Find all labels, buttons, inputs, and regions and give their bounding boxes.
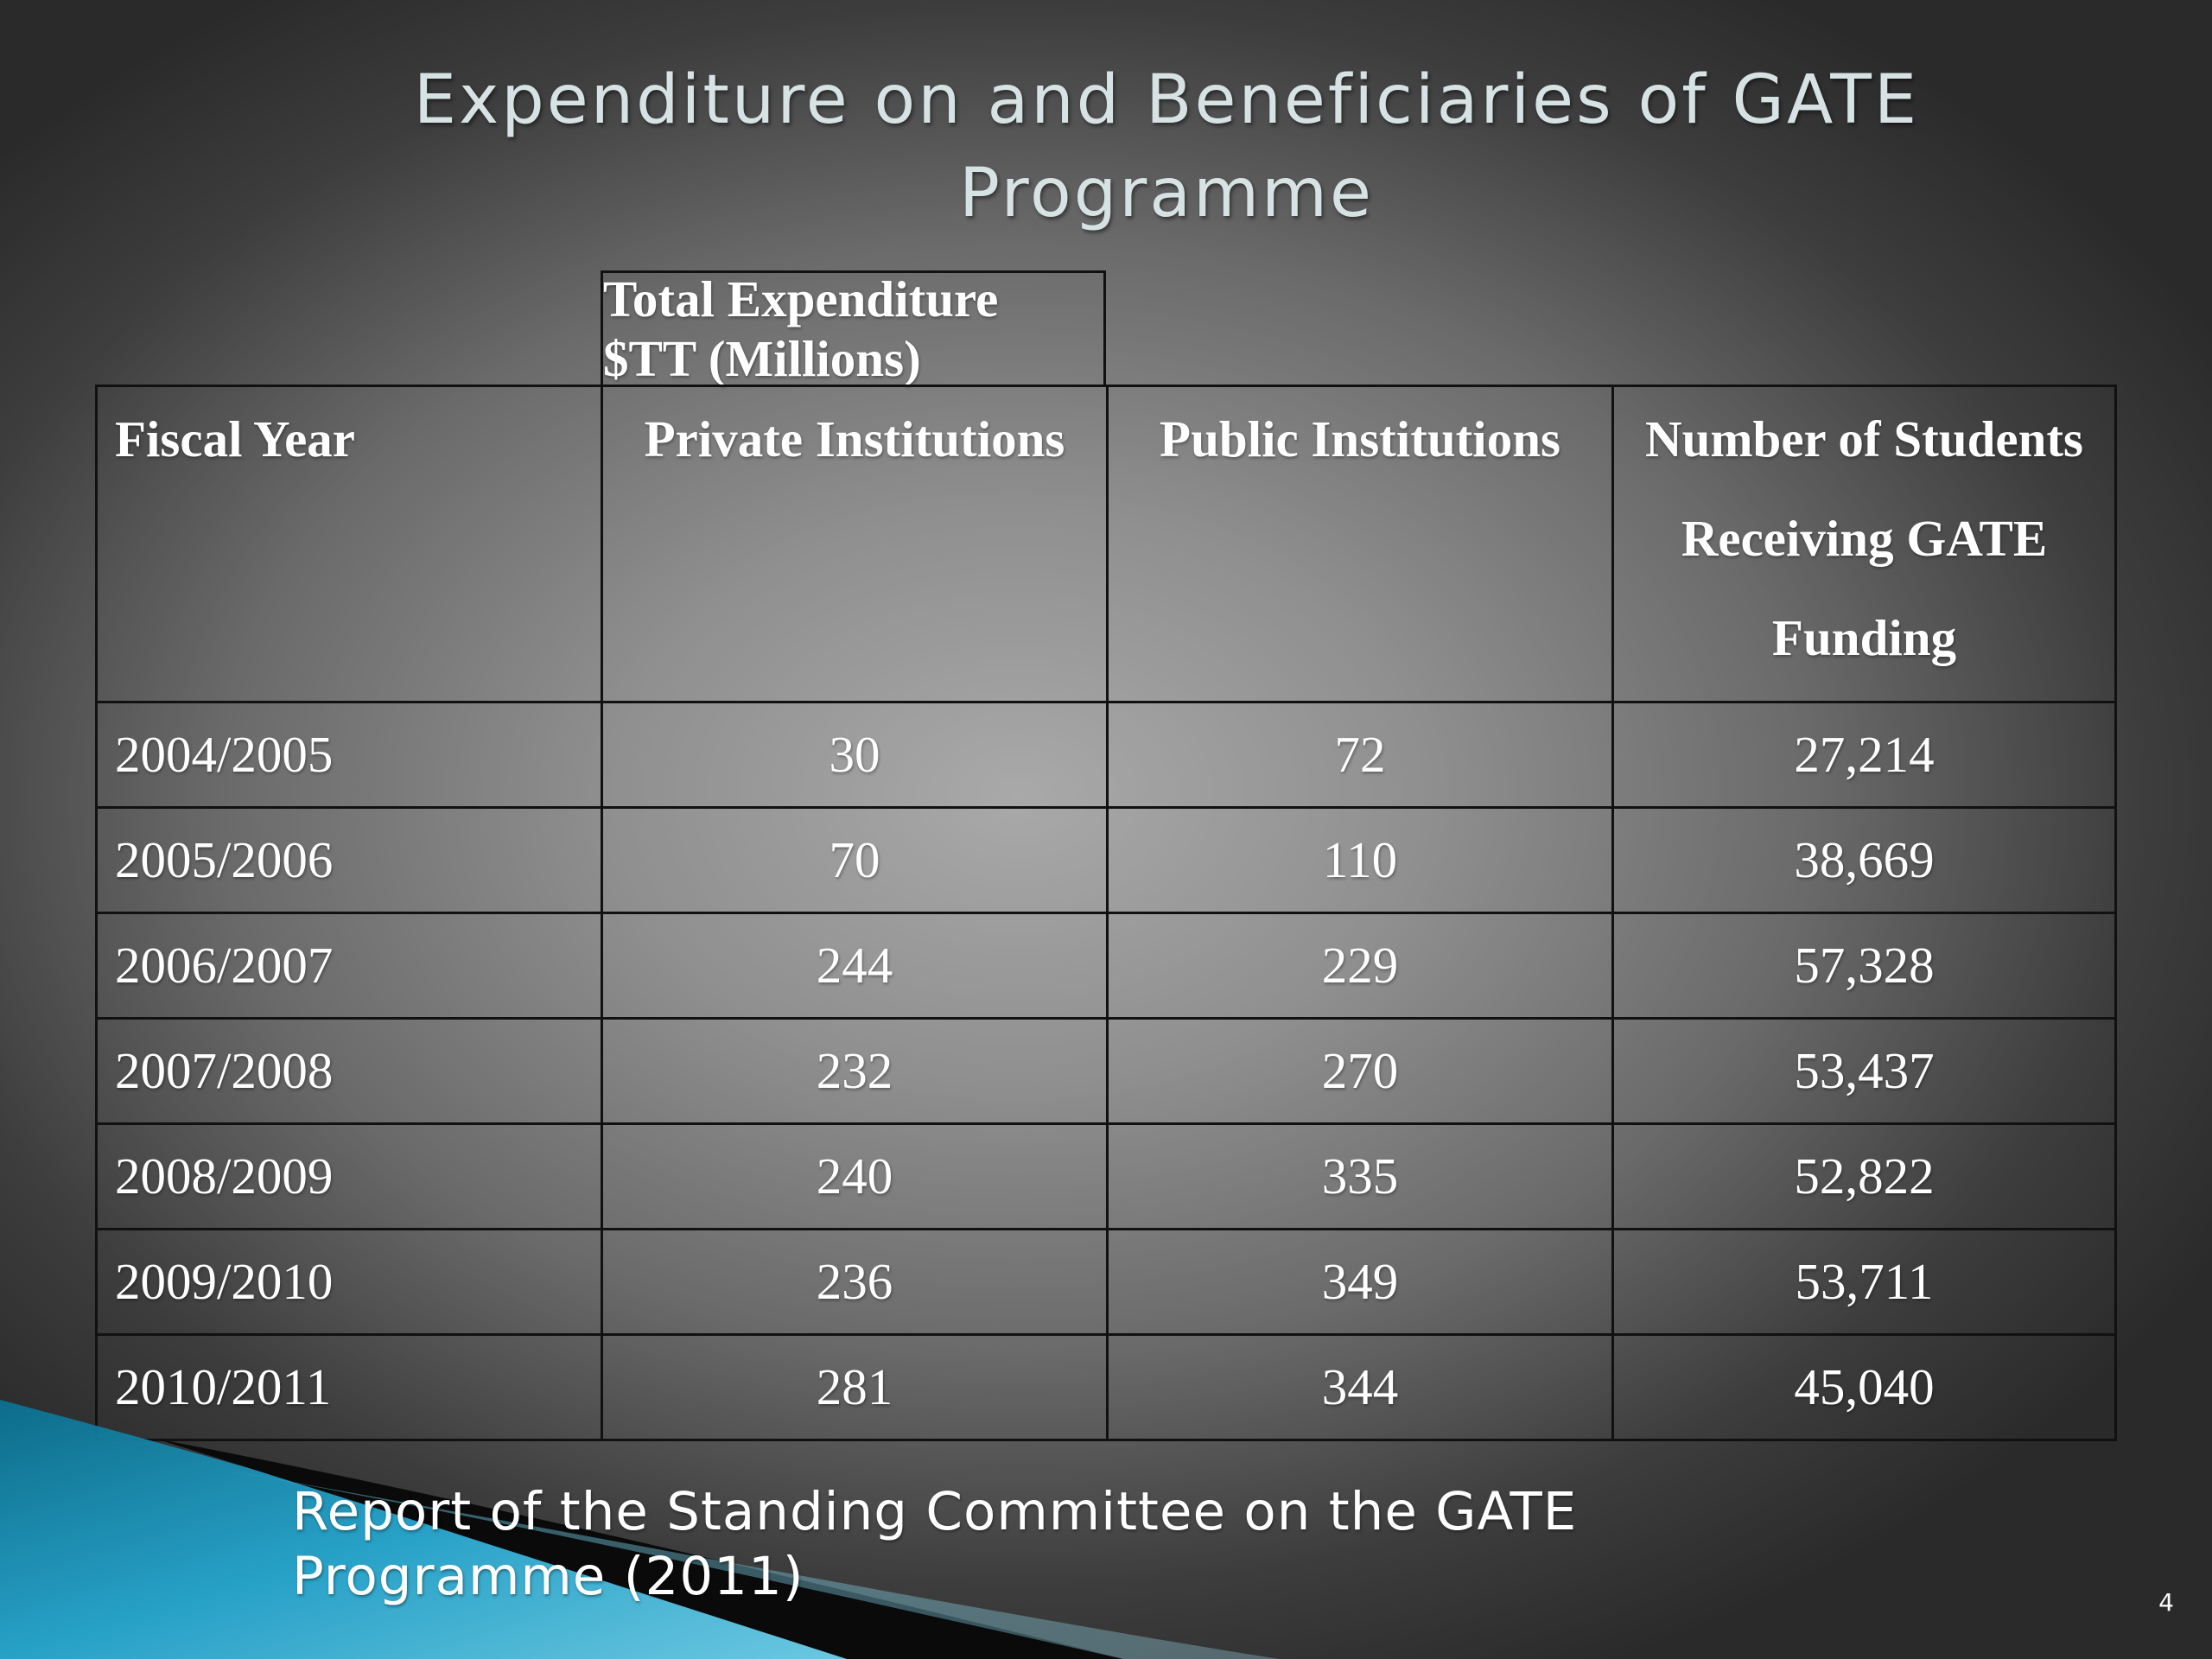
fiscal-year-cell: 2006/2007 [95,912,603,1020]
private-institutions-cell: 244 [601,912,1109,1020]
private-institutions-cell: 30 [601,701,1109,809]
fiscal-year-cell: 2008/2009 [95,1122,603,1230]
public-institutions-cell: 270 [1106,1017,1614,1125]
public-institutions-cell: 349 [1106,1228,1614,1336]
students-count-cell: 52,822 [1611,1122,2117,1230]
fiscal-year-cell: 2010/2011 [95,1333,603,1441]
public-institutions-cell: 110 [1106,806,1614,914]
fiscal-year-cell: 2004/2005 [95,701,603,809]
table-super-header: Total Expenditure $TT (Millions) [601,270,1106,387]
fiscal-year-cell: 2007/2008 [95,1017,603,1125]
fiscal-year-cell: 2009/2010 [95,1228,603,1336]
public-institutions-cell: 344 [1106,1333,1614,1441]
students-count-cell: 38,669 [1611,806,2117,914]
page-number: 4 [2158,1588,2174,1617]
private-institutions-cell: 240 [601,1122,1109,1230]
column-header-public-institutions: Public Institutions [1106,385,1614,703]
column-header-number-of-students: Number of Students Receiving GATE Fundin… [1611,385,2117,703]
gate-expenditure-table: Total Expenditure $TT (Millions) Fiscal … [95,270,2117,1441]
students-count-cell: 27,214 [1611,701,2117,809]
public-institutions-cell: 229 [1106,912,1614,1020]
students-count-cell: 45,040 [1611,1333,2117,1441]
fiscal-year-cell: 2005/2006 [95,806,603,914]
private-institutions-cell: 70 [601,806,1109,914]
public-institutions-cell: 72 [1106,701,1614,809]
private-institutions-cell: 232 [601,1017,1109,1125]
source-citation: Report of the Standing Committee on the … [292,1481,1578,1607]
column-header-private-institutions: Private Institutions [601,385,1109,703]
public-institutions-cell: 335 [1106,1122,1614,1230]
students-count-cell: 53,711 [1611,1228,2117,1336]
students-count-cell: 53,437 [1611,1017,2117,1125]
private-institutions-cell: 236 [601,1228,1109,1336]
students-count-cell: 57,328 [1611,912,2117,1020]
column-header-fiscal-year: Fiscal Year [95,385,603,703]
private-institutions-cell: 281 [601,1333,1109,1441]
slide-title: Expenditure on and Beneficiaries of GATE… [413,61,1920,232]
